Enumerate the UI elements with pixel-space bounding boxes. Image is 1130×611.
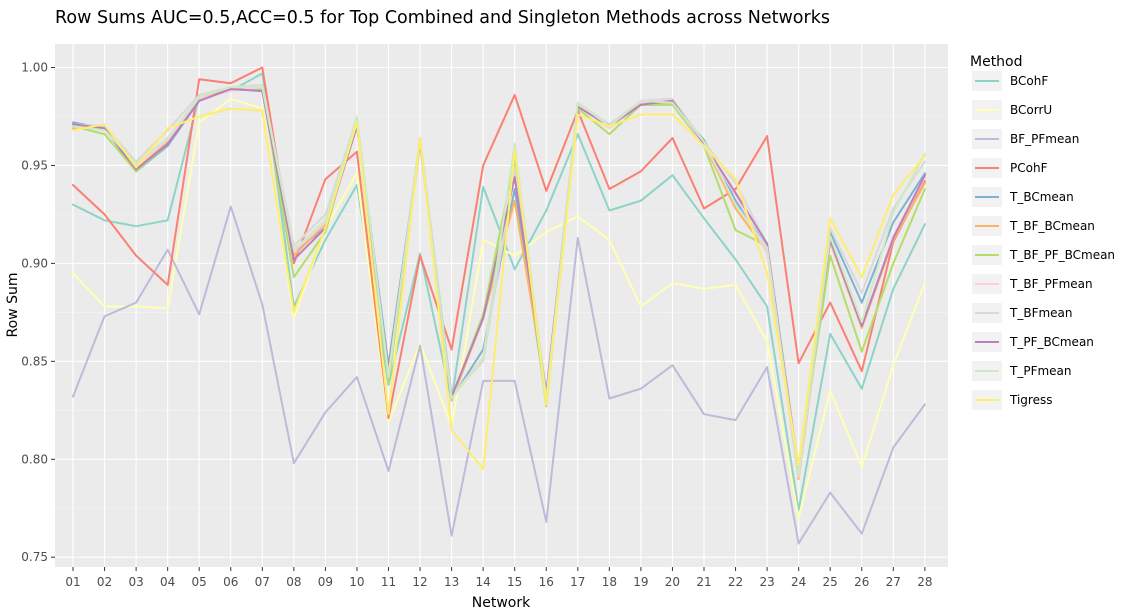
x-tick-label: 24 (791, 575, 806, 589)
x-tick-label: 25 (823, 575, 838, 589)
y-tick-label: 0.75 (21, 550, 48, 564)
legend-label-BF_PFmean: BF_PFmean (1010, 132, 1079, 146)
legend-label-Tigress: Tigress (1009, 393, 1052, 407)
x-tick-label: 26 (854, 575, 869, 589)
legend-label-T_BF_PFmean: T_BF_PFmean (1009, 277, 1093, 291)
legend-label-T_PFmean: T_PFmean (1009, 364, 1072, 378)
legend-label-T_BCmean: T_BCmean (1009, 190, 1074, 204)
series-line-PCohF (72, 66, 926, 420)
y-axis-title: Row Sum (5, 273, 21, 338)
x-tick-label: 01 (65, 575, 80, 589)
x-tick-label: 06 (223, 575, 238, 589)
legend-title: Method (970, 54, 1023, 70)
legend-label-T_BFmean: T_BFmean (1009, 306, 1073, 320)
x-tick-label: 02 (97, 575, 112, 589)
series-line-Tigress (72, 107, 926, 471)
x-tick-label: 23 (759, 575, 774, 589)
y-tick-label: 0.95 (21, 158, 48, 172)
series-line-BF_PFmean (72, 205, 926, 545)
y-tick-label: 0.85 (21, 354, 48, 368)
chart-title: Row Sums AUC=0.5,ACC=0.5 for Top Combine… (55, 8, 830, 28)
x-tick-label: 14 (476, 575, 491, 589)
x-tick-label: 07 (255, 575, 270, 589)
y-tick-label: 1.00 (21, 61, 48, 75)
x-tick-label: 16 (539, 575, 554, 589)
x-tick-label: 04 (160, 575, 175, 589)
x-tick-label: 03 (128, 575, 143, 589)
x-tick-label: 11 (381, 575, 396, 589)
x-tick-label: 10 (349, 575, 364, 589)
y-tick-label: 0.90 (21, 256, 48, 270)
x-tick-label: 27 (886, 575, 901, 589)
x-tick-label: 09 (318, 575, 333, 589)
series-line-T_PFmean (72, 86, 926, 476)
legend: Method BCohF BCorrU BF_PFmean PCohF T_BCmean… (970, 54, 1115, 410)
x-tick-label: 12 (412, 575, 427, 589)
x-axis: 01 02 03 04 05 06 07 08 09 10 11 12 13 14 15 16 17 18 19 20… (65, 567, 932, 589)
legend-label-T_BF_BCmean: T_BF_BCmean (1009, 219, 1095, 233)
x-tick-label: 18 (602, 575, 617, 589)
x-tick-label: 20 (665, 575, 680, 589)
x-tick-label: 15 (507, 575, 522, 589)
x-tick-label: 28 (917, 575, 932, 589)
legend-label-BCorrU: BCorrU (1010, 103, 1052, 117)
x-tick-label: 21 (696, 575, 711, 589)
x-tick-label: 17 (570, 575, 585, 589)
legend-label-T_PF_BCmean: T_PF_BCmean (1009, 335, 1094, 349)
x-tick-label: 22 (728, 575, 743, 589)
x-tick-label: 05 (192, 575, 207, 589)
legend-label-T_BF_PF_BCmean: T_BF_PF_BCmean (1009, 248, 1115, 262)
x-tick-label: 08 (286, 575, 301, 589)
legend-label-BCohF: BCohF (1010, 74, 1048, 88)
y-tick-label: 0.80 (21, 452, 48, 466)
x-tick-label: 13 (444, 575, 459, 589)
series-lines (72, 66, 926, 545)
x-tick-label: 19 (633, 575, 648, 589)
x-axis-title: Network (472, 595, 531, 611)
y-axis: 0.75 0.80 0.85 0.90 0.95 1.00 (21, 61, 55, 564)
legend-label-PCohF: PCohF (1010, 161, 1048, 175)
